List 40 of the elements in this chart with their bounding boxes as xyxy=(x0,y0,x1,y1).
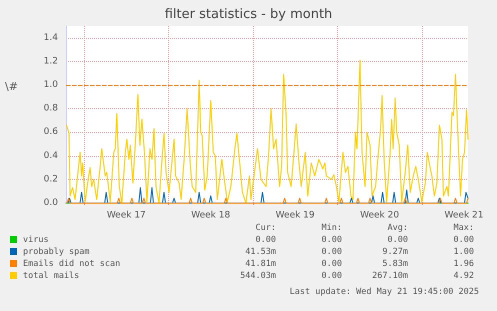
x-tick-label: Week 18 xyxy=(191,210,230,220)
y-tick-label: 1.2 xyxy=(44,56,58,66)
text: Avg: xyxy=(386,222,408,234)
y-tick-label: 0.6 xyxy=(44,127,58,138)
text: 0.00 xyxy=(386,234,408,246)
text: Cur: xyxy=(254,222,276,234)
y-axis-title: \# xyxy=(5,80,18,93)
text: 0.00 xyxy=(320,258,342,270)
text: 0.00 xyxy=(452,234,474,246)
text: 0.00 xyxy=(320,270,342,282)
legend-label: Emails did not scan xyxy=(22,258,122,270)
y-tick-label: 0.8 xyxy=(44,104,58,114)
text: 0.00 xyxy=(254,234,276,246)
chart-title: filter statistics - by month xyxy=(164,7,332,22)
text: 41.81m xyxy=(244,258,276,270)
legend-label: probably spam xyxy=(22,246,91,258)
text: 0.00 xyxy=(320,234,342,246)
y-tick-label: 1.4 xyxy=(44,32,58,43)
text: 267.10m xyxy=(371,270,408,282)
text: 41.53m xyxy=(244,246,276,258)
text: 1.96 xyxy=(452,258,474,270)
text: 1.00 xyxy=(452,246,474,258)
x-tick-label: Week 17 xyxy=(106,210,146,220)
text: 544.03m xyxy=(239,270,276,282)
text: 5.83m xyxy=(381,258,408,270)
text: Min: xyxy=(320,222,342,234)
y-tick-label: 0.0 xyxy=(44,198,58,208)
text: 9.27m xyxy=(381,246,408,258)
legend-label: virus xyxy=(22,234,50,246)
x-tick-label: Week 21 xyxy=(444,210,484,220)
text: Max: xyxy=(452,222,474,234)
x-tick-label: Week 20 xyxy=(360,210,400,220)
x-tick-label: Week 19 xyxy=(276,210,315,220)
y-tick-label: 1.0 xyxy=(44,80,58,90)
text: Last update: Wed May 21 19:45:00 2025 xyxy=(290,287,479,297)
y-tick-label: 0.4 xyxy=(44,150,58,161)
legend-label: total mails xyxy=(22,270,80,282)
text: 4.92 xyxy=(452,270,474,282)
text: 0.00 xyxy=(320,246,342,258)
y-tick-label: 0.2 xyxy=(44,174,58,184)
